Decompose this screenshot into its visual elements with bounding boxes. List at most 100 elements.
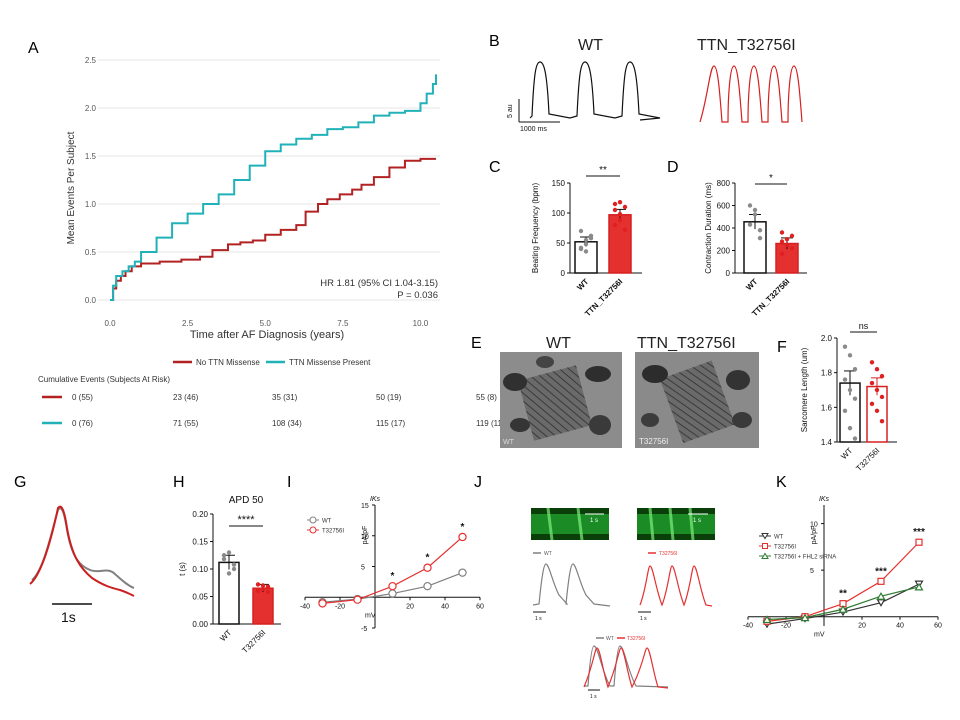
iv-K-current-label: IKs [819,496,830,503]
panel-label-h: H [173,474,185,491]
bar-C-point [612,207,618,213]
panel-a-y-tick-label: 0.5 [85,248,97,257]
bar-C-point [617,212,623,217]
calcium-image-mut: 1 s [637,507,715,541]
bar-H-bar-1 [252,587,274,625]
bar-D-y-tick-label: 600 [717,202,731,211]
iv-I-legend-label-0: WT [322,519,332,525]
bar-C-y-tick-label: 50 [556,239,565,248]
iv-K-y-tick-label: 10 [810,522,818,529]
bar-F-point [874,408,880,413]
panel-j-mut-trace [639,565,713,607]
bar-C-category-label: WT [575,277,590,292]
iv-K-legend-label-2: T32756I + FHL2 siRNA [774,555,836,561]
risk-table-cell: 50 (19) [376,393,402,402]
bar-F-y-tick-label: 2.0 [821,334,833,343]
risk-table-cell: 108 (34) [272,419,302,428]
bar-F-point [852,367,858,372]
iv-I-series-1-point [318,599,327,608]
bar-H-category-label: WT [218,628,233,643]
panel-h-bar-chart: 0.00 0.05 0.10 0.15 0.20 t (s) WT T32756I **** [178,510,281,655]
bar-F-point [879,419,885,424]
bar-C-point [583,242,589,247]
bar-C-sig-label: ** [599,165,607,176]
iv-I-sig-star: * [461,522,465,533]
panel-label-c: C [489,159,501,176]
iv-I-series-1-point [353,595,362,604]
panel-a: A 0.0 0.5 1.0 1.5 2.0 2.5 0.0 2.5 5.0 7.5 10.0 Me… [28,40,505,428]
panel-label-g: G [14,474,26,491]
iv-I-sig-star: * [426,553,430,564]
panel-j-time-label-mut: 1 s [640,616,647,622]
iv-K-legend-marker-2 [761,552,769,559]
bar-C-point [588,233,594,238]
panel-j-time-label: 1 s [535,616,542,622]
iv-K-series-1-point [915,538,923,546]
risk-table-cell: 55 (8) [476,393,497,402]
panel-label-b: B [489,33,500,50]
bar-F-point [874,367,880,372]
iv-K-series-2-point [800,613,810,622]
risk-table-cell: 23 (46) [173,393,199,402]
panel-j-legend-mut: T32756I [659,551,677,557]
bar-F-point [869,380,875,386]
bar-C-point [583,237,589,243]
bar-F-point [852,396,858,401]
panel-a-x-tick-label: 5.0 [260,319,272,328]
iv-K-xlabel: mV [814,632,825,639]
iv-I-x-tick-label: -40 [300,603,310,610]
panel-label-d: D [667,159,679,176]
panel-a-ylabel: Mean Events Per Subject [66,131,77,244]
panel-g-scale-label: 1s [61,609,76,625]
panel-b-mut-label: TTN_T32756I [697,37,796,54]
panel-g: G 1s [14,474,135,625]
bar-H-y-tick-label: 0.10 [192,565,208,574]
iv-I-legend-marker-0 [309,516,317,524]
bar-F-point [879,394,885,400]
iv-K-x-tick-label: -40 [743,623,753,630]
bar-D-point [789,246,795,251]
bar-C-y-tick-label: 150 [552,179,566,188]
series-ttn-line [110,74,437,301]
iv-K-sig-star: *** [913,527,925,538]
bar-H-y-tick-label: 0.05 [192,593,208,602]
bar-D-point [789,233,795,239]
iv-K-series-2-point [838,605,848,613]
iv-I-x-tick-label: 40 [441,603,449,610]
iv-K-x-tick-label: -20 [781,623,791,630]
bar-C-bar-1 [608,214,632,274]
iv-I-series-1-point [423,563,432,572]
bar-C-y-tick-label: 0 [561,269,566,278]
panel-b-y-scale-label: 5 au [507,104,514,118]
bar-F-ylabel: Sarcomere Length (um) [800,347,809,432]
panel-g-mut-trace [29,505,135,597]
panel-a-x-tick-label: 2.5 [182,319,194,328]
panel-j-wt-trace [532,563,611,607]
bar-C-point [578,246,584,252]
bar-F-point [847,425,853,431]
panel-label-j: J [474,474,482,491]
bar-C-ylabel: Beating Frequency (bpm) [531,183,540,274]
bar-F-point [869,401,875,407]
panel-label-f: F [777,339,787,356]
em-image-wt: WT [500,352,622,448]
panel-j-overlay-legend-wt: WT [606,636,614,642]
bar-D-point [752,207,758,213]
panel-a-x-tick-label: 7.5 [337,319,349,328]
iv-K-series-2-point [876,592,886,600]
bar-D-y-tick-label: 0 [726,269,731,278]
series-no-ttn-line [110,157,436,301]
bar-C-point [617,200,623,205]
bar-F-y-tick-label: 1.6 [821,403,833,412]
bar-C-point [578,228,584,234]
bar-D-bar-0 [743,221,767,274]
iv-I-series-0-point [423,581,432,591]
panel-i: I -40 -20 20 40 60 -5 5 10 15 pA/pF mV IKs WT T32756I… [287,474,484,633]
iv-I-current-label: IKs [370,496,381,503]
panel-b: B WT TTN_T32756I 5 au 1000 ms [489,33,803,133]
bar-D-point [757,228,763,233]
iv-I-sig-star: * [391,571,395,582]
iv-K-x-tick-label: 60 [934,623,942,630]
bar-C-point [617,218,623,223]
